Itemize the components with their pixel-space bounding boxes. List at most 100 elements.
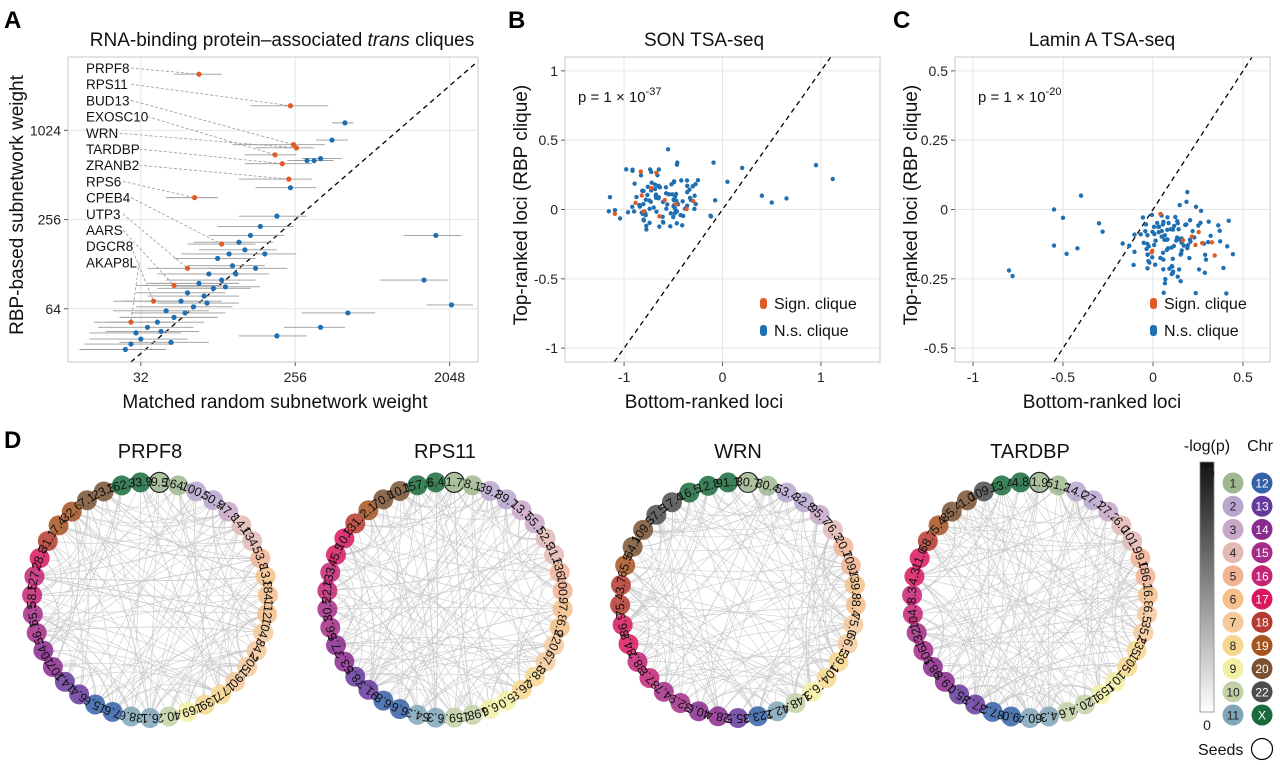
gene-node — [837, 633, 858, 654]
data-point-ns — [1166, 220, 1171, 226]
data-point-significant — [654, 170, 659, 176]
network-edge — [983, 491, 1144, 634]
network-edge — [36, 540, 62, 634]
network-edge — [103, 491, 268, 615]
leader-line — [139, 164, 289, 180]
data-point-ns — [1152, 231, 1157, 237]
data-point-ns — [680, 199, 685, 204]
gene-node — [1001, 706, 1022, 727]
gene-node — [407, 704, 428, 725]
chr-label: 7 — [1230, 616, 1237, 630]
data-point-ns — [247, 232, 254, 239]
gene-node — [917, 531, 938, 551]
network-edge — [656, 514, 820, 531]
gene-node-label: 56.1 — [27, 619, 47, 646]
network-edge — [992, 482, 1040, 713]
data-point-ns — [1168, 226, 1174, 232]
gene-node — [358, 500, 379, 521]
gene-node — [334, 528, 355, 549]
data-point-ns — [1198, 220, 1203, 226]
data-point-ns — [1163, 276, 1168, 282]
data-point-ns — [1188, 239, 1193, 244]
network-edge — [632, 546, 839, 663]
network-edge — [983, 491, 1031, 719]
gene-node — [906, 622, 927, 643]
network-edge — [974, 613, 1148, 705]
leader-line — [122, 229, 175, 286]
data-point-ns — [311, 157, 317, 164]
network-edge — [944, 485, 1003, 682]
network-edge — [177, 485, 248, 668]
data-point-ns — [168, 339, 174, 345]
data-point-ns — [1170, 256, 1175, 261]
chr-label: 20 — [1255, 662, 1269, 676]
gene-node — [767, 701, 788, 722]
network-edge — [786, 492, 854, 626]
data-point-ns — [184, 290, 191, 296]
network-edge — [32, 613, 206, 705]
data-point-ns — [1146, 258, 1151, 264]
network-edge — [643, 482, 749, 532]
network-edge — [335, 554, 356, 646]
network-edge — [330, 499, 507, 573]
chr-swatch — [1251, 472, 1273, 494]
chr-swatch — [1222, 634, 1244, 656]
data-point-ns — [607, 195, 613, 200]
x-tick-label: 1 — [817, 369, 825, 385]
gene-node — [54, 671, 75, 692]
gene-node-label: 75.0 — [844, 611, 863, 638]
gene-node — [496, 489, 517, 510]
gene-node — [320, 617, 341, 638]
network-edge — [923, 631, 1144, 651]
network-edge — [951, 511, 1148, 596]
gene-label: AARS — [86, 223, 123, 238]
data-point-ns — [342, 120, 348, 126]
chr-swatch — [1251, 704, 1273, 726]
gene-node — [425, 472, 446, 493]
gene-node — [747, 706, 768, 727]
gene-node — [549, 617, 570, 638]
gene-node — [922, 657, 943, 678]
data-point-significant — [641, 209, 647, 214]
data-point-ns — [1190, 228, 1195, 234]
network-edge — [112, 576, 266, 713]
data-point-ns — [1171, 223, 1177, 229]
network-edge — [518, 510, 560, 573]
network-edge — [916, 594, 1148, 634]
network-edge — [31, 594, 151, 719]
gene-node — [728, 708, 748, 728]
data-point-ns — [684, 190, 690, 195]
data-point-ns — [1006, 268, 1012, 273]
data-point-ns — [1149, 212, 1155, 218]
x-tick-label: -1 — [618, 369, 631, 385]
data-point-ns — [638, 173, 644, 178]
gene-node — [511, 500, 532, 521]
data-point-ns — [274, 333, 280, 339]
gene-node — [33, 640, 54, 661]
data-point-ns — [1151, 224, 1157, 230]
network-edge — [727, 482, 827, 679]
data-point-ns — [1140, 215, 1146, 220]
network-edge — [344, 661, 418, 715]
network-edge — [620, 584, 796, 704]
network-edge — [966, 500, 983, 705]
network-edge — [417, 485, 437, 718]
gene-node — [904, 566, 925, 587]
network-edge — [218, 576, 266, 695]
colorbar — [1199, 461, 1215, 713]
network-edge — [140, 482, 268, 615]
network-edge — [36, 632, 222, 695]
gene-node-label: 104.8 — [904, 598, 922, 631]
data-point-ns — [668, 211, 673, 216]
network-edge — [927, 485, 1003, 542]
data-point-significant — [287, 103, 294, 109]
chr-swatch — [1251, 495, 1273, 517]
network-edge — [649, 656, 839, 679]
network-edge — [201, 511, 229, 705]
data-point-ns — [657, 224, 662, 229]
leader-line — [139, 148, 283, 165]
network-edge — [222, 525, 242, 682]
panel-a-title: RNA-binding protein–associated trans cli… — [90, 30, 474, 51]
data-point-ns — [1078, 193, 1084, 198]
